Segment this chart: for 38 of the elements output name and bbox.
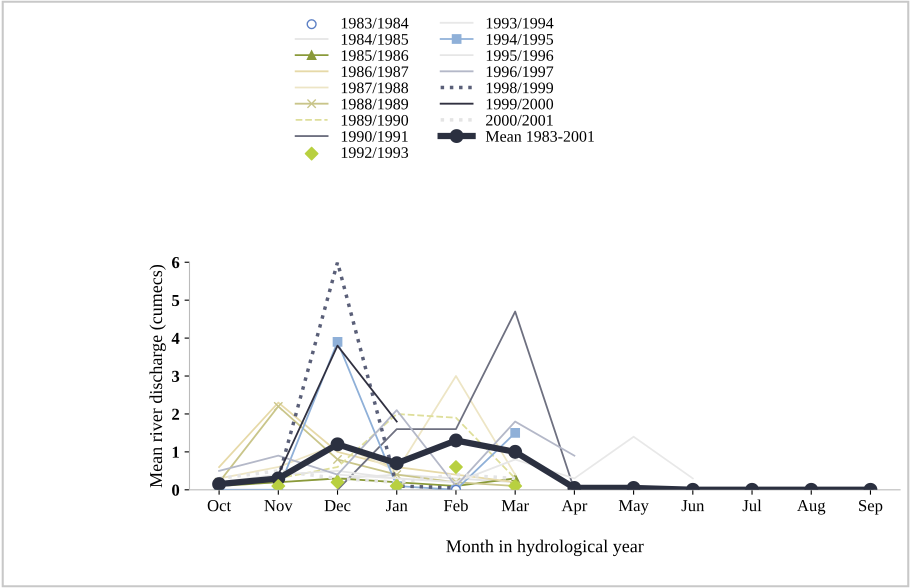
- legend-label: 1992/1993: [342, 147, 408, 158]
- x-tick-label: Aug: [797, 500, 826, 515]
- y-tick-label: 2: [172, 408, 180, 420]
- legend-label: 1994/1995: [486, 34, 554, 45]
- legend-label: 1995/1996: [486, 50, 554, 61]
- x-tick-label: Jun: [682, 500, 704, 512]
- x-axis-title: Month in hydrological year: [446, 540, 644, 556]
- x-tick-label: Jan: [386, 500, 408, 512]
- x-tick-label: Jul: [742, 500, 762, 512]
- x-tick-label: Oct: [208, 500, 232, 512]
- x-tick-label: Nov: [264, 500, 293, 512]
- legend-label: 1990/1991: [342, 131, 408, 142]
- x-tick-label: Mar: [502, 500, 529, 512]
- y-tick-label: 0: [172, 484, 180, 496]
- legend-label: 1996/1997: [486, 66, 554, 78]
- legend-label: 1987/1988: [342, 82, 408, 94]
- y-tick-label: 5: [172, 295, 180, 306]
- x-tick-label: Dec: [324, 500, 350, 512]
- legend-label: 1988/1989: [342, 98, 408, 110]
- y-tick-label: 6: [172, 256, 180, 268]
- legend-label: 1986/1987: [342, 66, 408, 78]
- legend-label: 1993/1994: [486, 18, 554, 29]
- y-tick-label: 3: [172, 370, 180, 382]
- y-tick-label: 4: [172, 332, 180, 344]
- y-tick-label: 1: [172, 446, 179, 458]
- legend-label: 1989/1990: [342, 114, 408, 126]
- legend-label: 1998/1999: [486, 82, 554, 94]
- legend-label: Mean 1983-2001: [486, 131, 594, 142]
- legend-label: 1984/1985: [342, 34, 408, 45]
- x-tick-label: Feb: [444, 500, 468, 512]
- x-tick-label: Sep: [859, 500, 882, 515]
- legend-label: 1983/1984: [342, 18, 408, 29]
- y-axis-title: Mean river discharge (cumecs): [149, 264, 166, 488]
- x-tick-label: Apr: [562, 500, 588, 515]
- legend-label: 1985/1986: [342, 50, 408, 61]
- legend-label: 2000/2001: [486, 114, 553, 126]
- legend-label: 1999/2000: [486, 98, 554, 110]
- x-tick-label: May: [618, 500, 649, 515]
